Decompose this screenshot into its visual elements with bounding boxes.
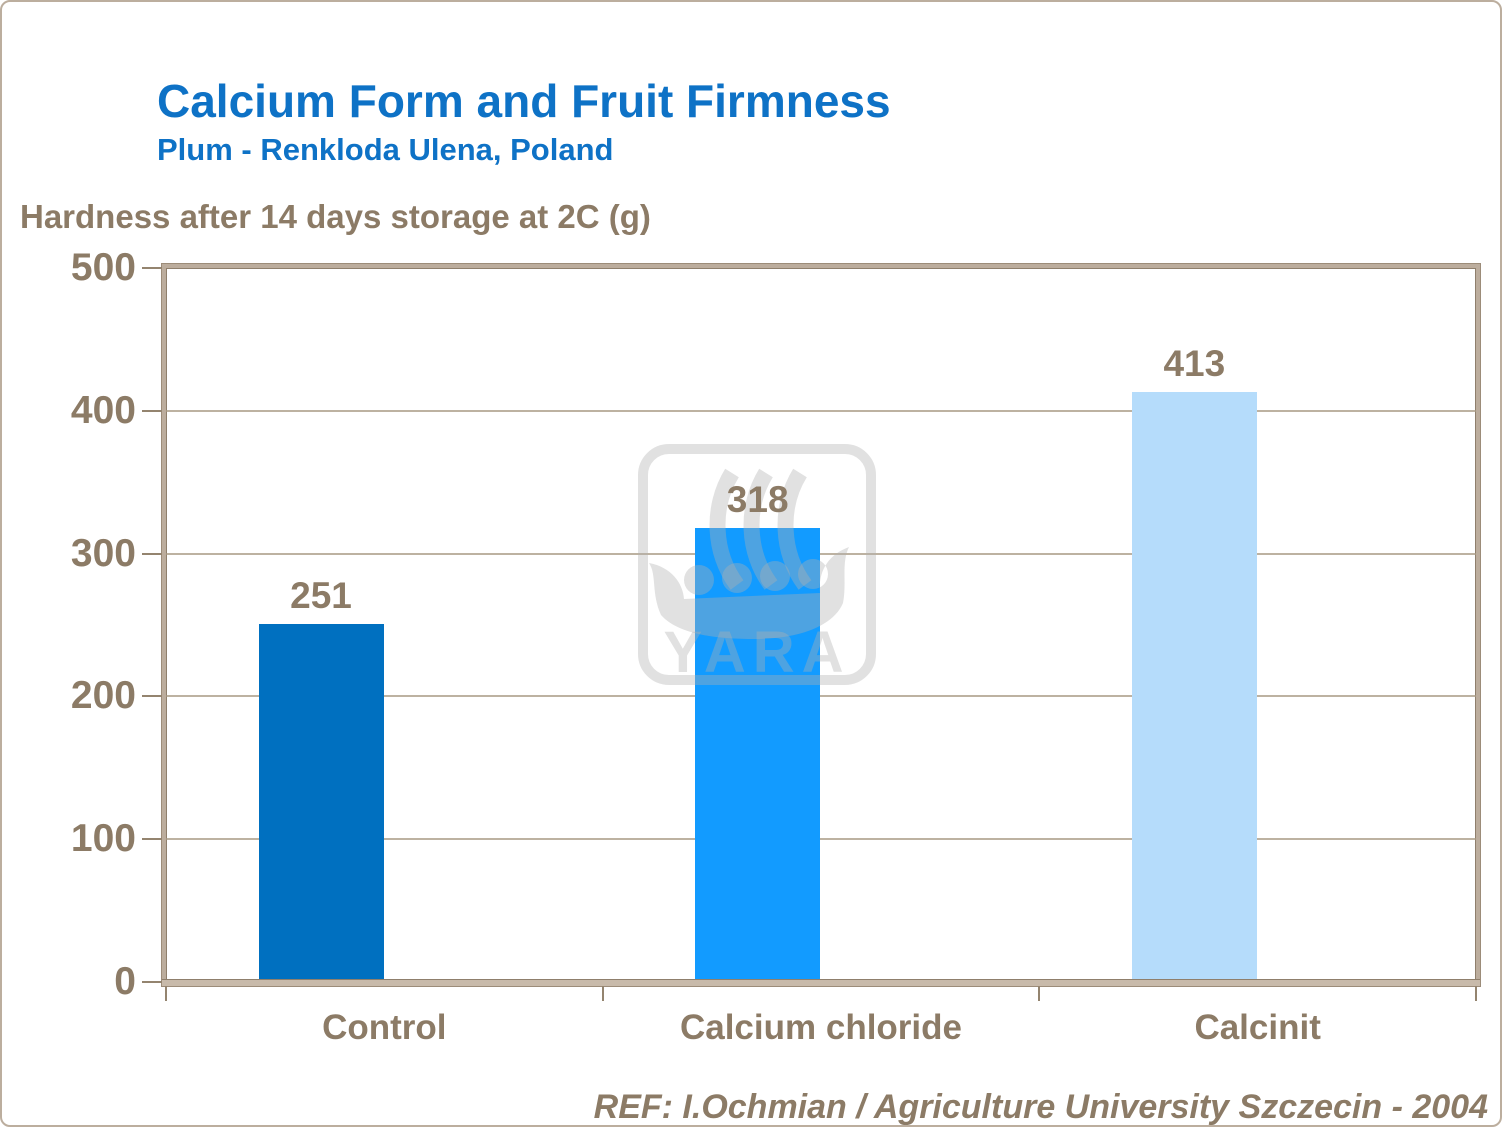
gridline-200	[166, 695, 1476, 698]
gridline-300	[166, 552, 1476, 555]
y-axis-label-400: 400	[70, 388, 136, 432]
x-axis-line	[162, 979, 1480, 987]
y-axis-tick	[142, 552, 162, 555]
x-axis-tick	[601, 986, 604, 1001]
reference-text: REF: I.Ochmian / Agriculture University …	[593, 1088, 1488, 1126]
x-axis-tick	[165, 986, 167, 1001]
y-axis-tick	[142, 267, 162, 269]
y-axis-tick	[142, 695, 162, 698]
chart-subtitle: Plum - Renkloda Ulena, Poland	[157, 132, 614, 167]
chart-title: Calcium Form and Fruit Firmness	[157, 75, 891, 127]
category-label-control: Control	[322, 1008, 447, 1047]
gridline-400	[166, 409, 1476, 412]
y-axis-label-200: 200	[70, 674, 136, 718]
y-axis-label-0: 0	[114, 960, 136, 1003]
y-axis-label-100: 100	[70, 817, 136, 861]
data-label-control: 251	[290, 574, 352, 616]
x-axis-tick	[1038, 986, 1041, 1001]
y-axis-tick	[142, 409, 162, 412]
y-axis-label-500: 500	[70, 246, 136, 289]
bar-calcium-chloride	[695, 527, 821, 982]
value-axis-title: Hardness after 14 days storage at 2C (g)	[20, 198, 651, 235]
y-axis-label-300: 300	[70, 531, 136, 575]
category-label-calcium-chloride: Calcium chloride	[679, 1008, 962, 1047]
data-label-calcinit: 413	[1163, 343, 1226, 385]
y-axis-tick	[142, 981, 162, 983]
category-label-calcinit: Calcinit	[1194, 1008, 1321, 1047]
data-label-calcium-chloride: 318	[726, 478, 789, 520]
gridline-100	[166, 838, 1476, 841]
bar-calcinit	[1131, 392, 1257, 982]
x-axis-tick	[1475, 986, 1477, 1001]
y-axis-tick	[142, 838, 162, 841]
bar-control	[258, 623, 384, 982]
plot-area: 0 100 200 300 400 500 251 Control 318 Calcium chl…	[71, 248, 1480, 1047]
